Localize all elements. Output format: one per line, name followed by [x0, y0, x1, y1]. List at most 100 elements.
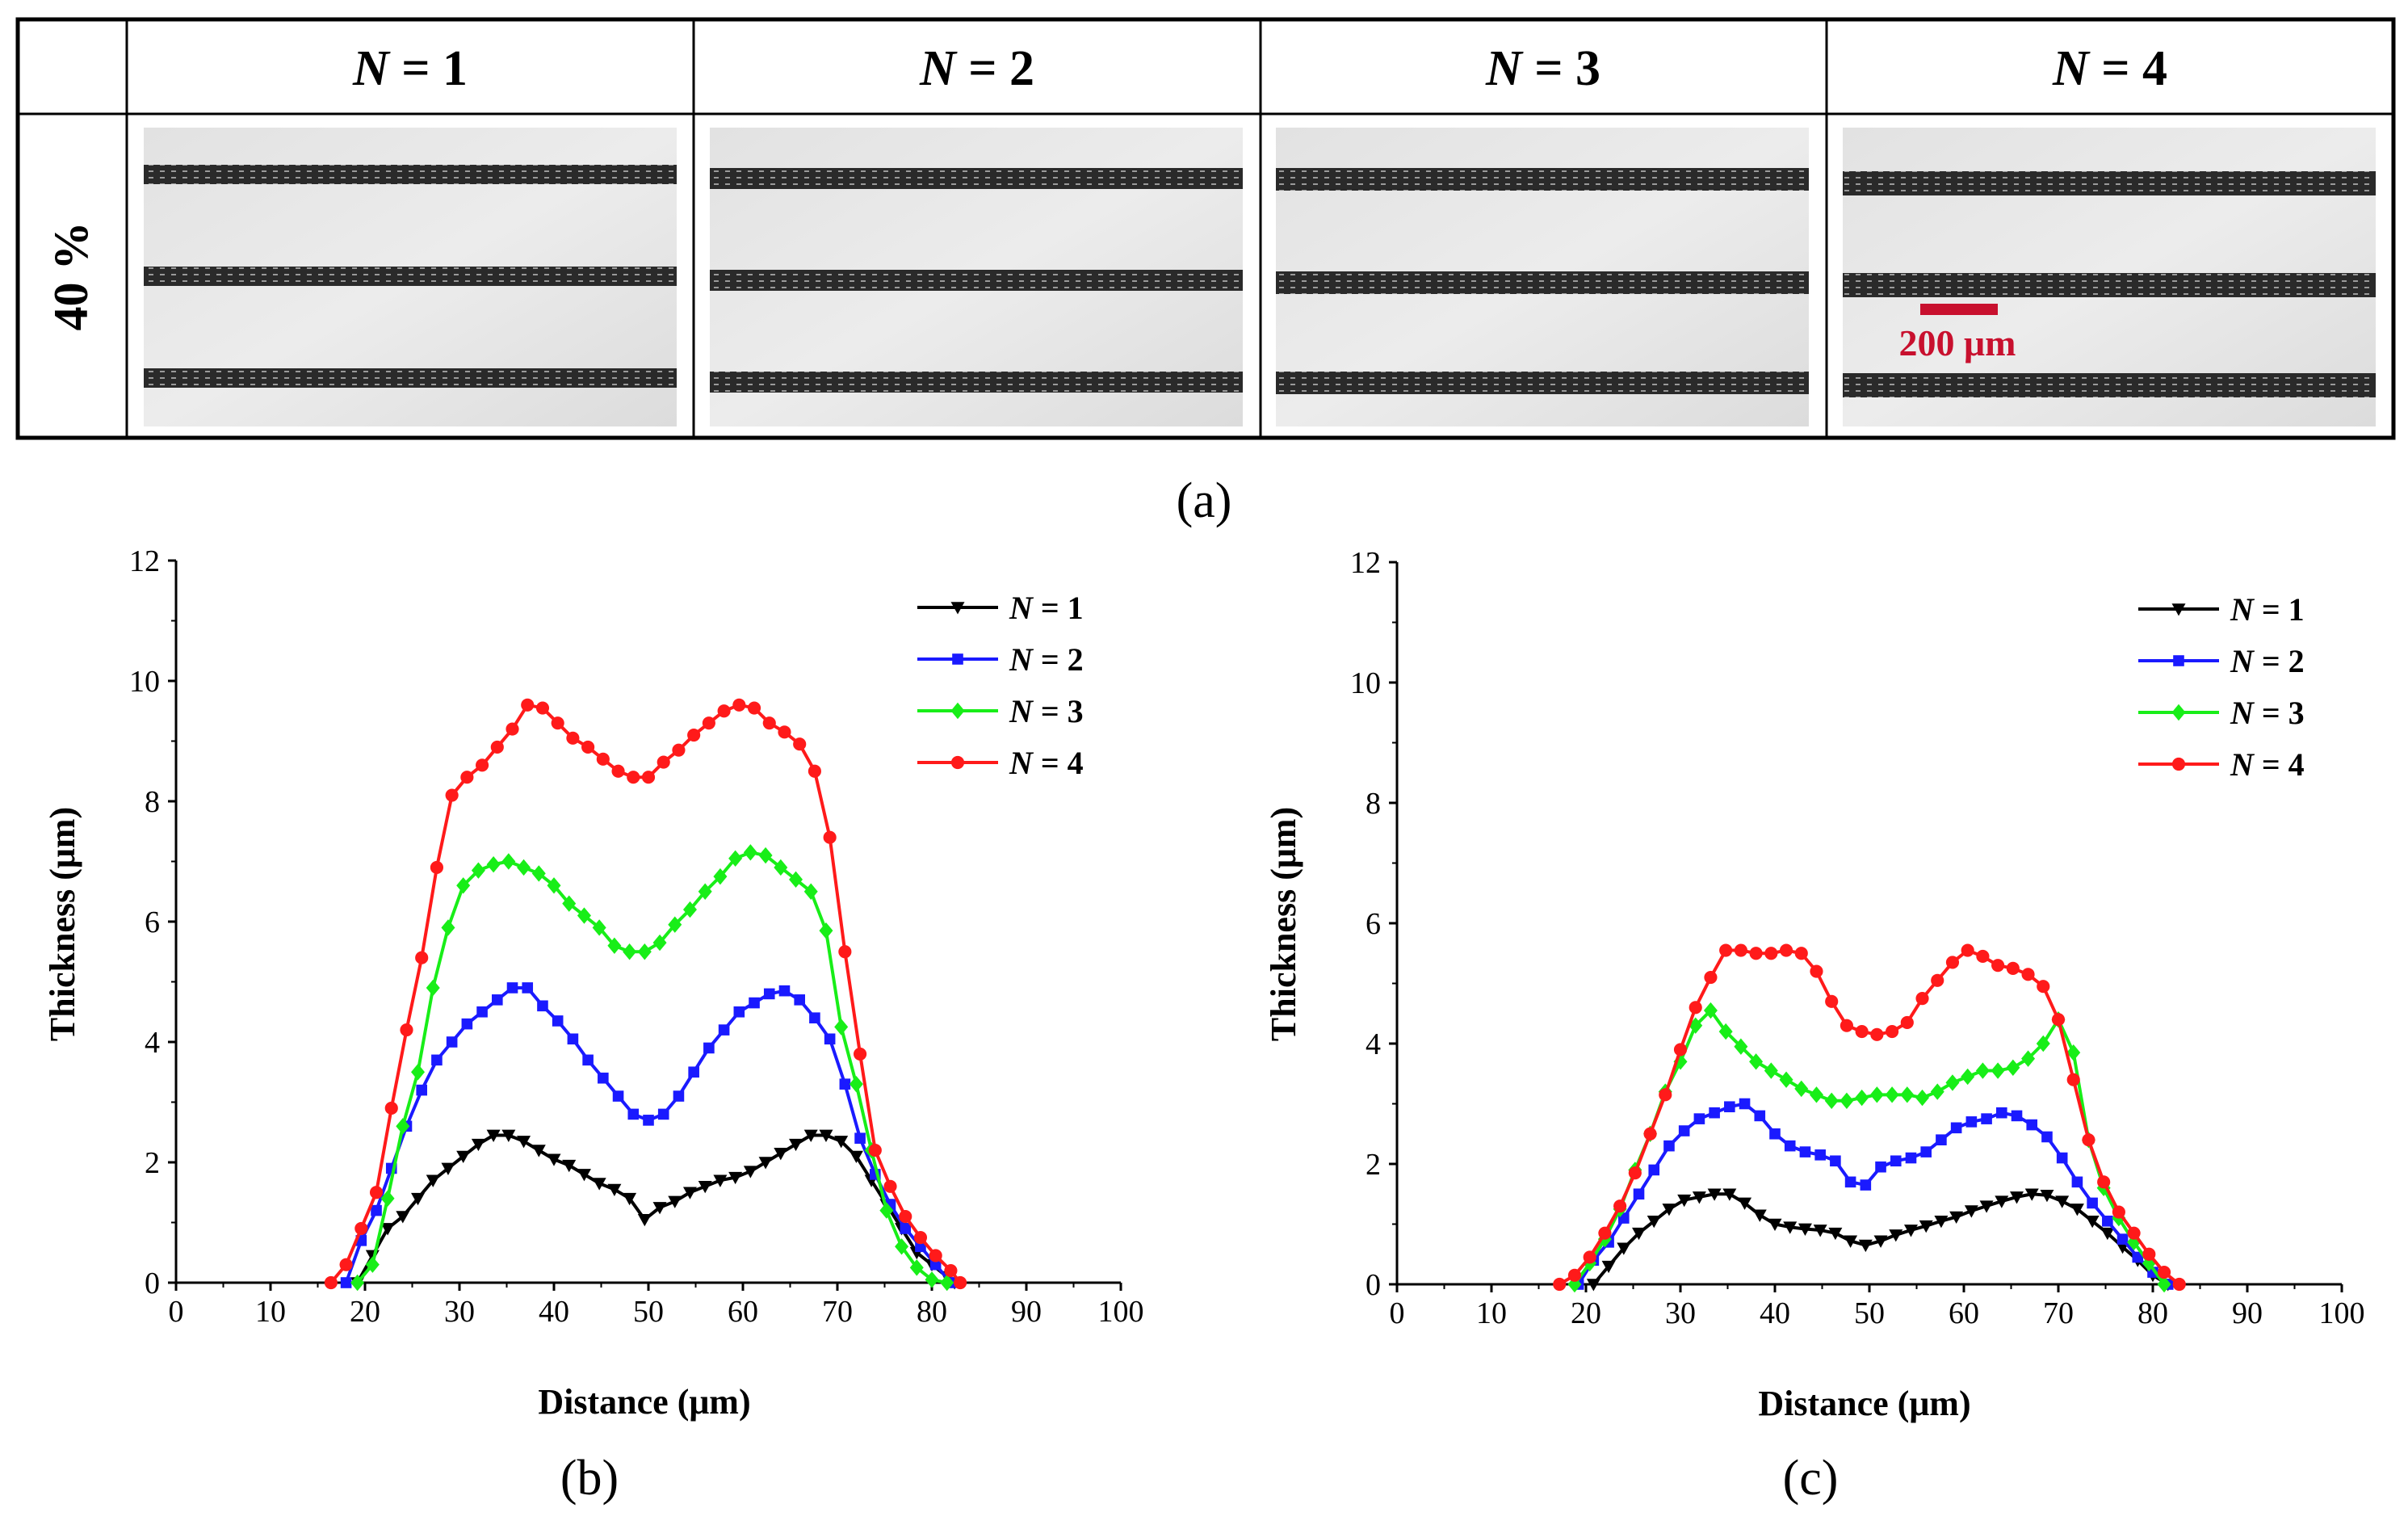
chart-b-point-n4	[400, 1023, 413, 1037]
chart-b-point-n4	[672, 743, 686, 757]
chart-b-point-n3	[531, 865, 546, 882]
chart-b-point-n1	[380, 1223, 395, 1236]
chart-c-point-n4	[2051, 1013, 2066, 1027]
chart-c-point-n4	[1794, 947, 1808, 960]
chart-c-point-n1	[1903, 1225, 1918, 1237]
chart-b-point-n1	[562, 1159, 577, 1173]
chart-b-point-n2	[522, 982, 534, 994]
chart-c-point-n2	[1769, 1128, 1781, 1140]
chart-c-x-tick-label: 30	[1665, 1296, 1696, 1330]
chart-b-point-n1	[623, 1192, 637, 1206]
chart-b-point-n3	[743, 844, 757, 861]
chart-c-point-n4	[1659, 1088, 1672, 1102]
chart-b-point-n4	[506, 722, 519, 736]
chart-c-point-n1	[1873, 1235, 1888, 1248]
chart-c-point-n3	[2006, 1059, 2020, 1076]
chart-b-point-n2	[915, 1241, 926, 1253]
chart-b-point-n1	[547, 1153, 561, 1166]
chart-b-x-tick-label: 40	[539, 1295, 569, 1329]
chart-c-point-n4	[1915, 992, 1929, 1006]
chart-c-point-n3	[1900, 1086, 1915, 1103]
chart-c-point-n3	[1779, 1071, 1793, 1088]
chart-b-point-n2	[718, 1024, 730, 1036]
chart-b-point-n3	[441, 919, 455, 936]
chart-b-y-tick-label: 10	[129, 665, 160, 699]
chart-b-point-n3	[623, 943, 637, 960]
chart-b-point-n3	[940, 1274, 954, 1292]
chart-c-point-n2	[1920, 1146, 1932, 1157]
chart-c-point-n1	[1964, 1205, 1978, 1218]
chart-c-point-n1	[1722, 1188, 1737, 1201]
chart-c-point-n4	[1855, 1025, 1869, 1039]
chart-c-point-n1	[2055, 1195, 2070, 1208]
chart-c-point-n1	[1662, 1204, 1676, 1216]
chart-b-point-n3	[803, 883, 818, 900]
chart-b-point-n4	[868, 1144, 882, 1157]
chart-b-point-n4	[687, 728, 701, 742]
chart-b-point-n2	[506, 982, 518, 994]
chart-c-point-n4	[1553, 1277, 1567, 1292]
chart-c-point-n3	[2157, 1275, 2171, 1293]
chart-b-point-n3	[380, 1190, 395, 1207]
micrograph-table: N = 1 N = 2 N = 3 N = 4 40 %	[15, 17, 2396, 440]
chart-c-point-n4	[1779, 943, 1793, 957]
chart-c-point-n2	[2056, 1152, 2068, 1164]
micrograph-n4: 200 μm	[1843, 128, 2376, 426]
chart-c-point-n2	[1678, 1125, 1690, 1136]
chart-b-point-n2	[552, 1015, 564, 1027]
chart-b-point-n3	[682, 901, 697, 918]
chart-b-x-tick-label: 10	[255, 1295, 286, 1329]
chart-b-point-n1	[486, 1129, 501, 1142]
chart-b-point-n4	[521, 698, 535, 712]
chart-b-point-n3	[774, 859, 788, 876]
chart-c-point-n4	[1886, 1025, 1899, 1039]
chart-b-point-n2	[929, 1258, 942, 1271]
chart-b-point-n1	[456, 1150, 471, 1164]
chart-c-point-n1	[2100, 1227, 2115, 1241]
chart-c-point-n4	[1749, 947, 1763, 960]
chart-c-point-n1	[1677, 1194, 1692, 1208]
table-header-n1: N = 1	[352, 41, 468, 96]
chart-c-point-n1	[1919, 1220, 1933, 1233]
chart-b-point-n3	[652, 934, 667, 952]
panel-label-a: (a)	[1177, 473, 1232, 528]
chart-b-point-n2	[627, 1108, 640, 1120]
chart-b-point-n1	[789, 1138, 803, 1152]
chart-c-point-n4	[1628, 1166, 1642, 1180]
chart-b-point-n3	[789, 871, 803, 889]
chart-c-point-n2	[1784, 1140, 1796, 1152]
chart-c-point-n2	[1754, 1110, 1766, 1122]
chart-c-point-n3	[1734, 1038, 1748, 1055]
chart-c-point-n2	[1965, 1116, 1978, 1128]
chart-c-legend-label-n1: N = 1	[2230, 591, 2305, 628]
chart-b-point-n2	[567, 1033, 579, 1045]
chart-c-x-axis-label: Distance (μm)	[1758, 1384, 1970, 1423]
chart-c-point-n3	[1689, 1017, 1703, 1034]
chart-c-point-n4	[1961, 943, 1974, 957]
chart-c-point-n1	[2024, 1188, 2039, 1201]
chart-b-point-n4	[778, 725, 791, 739]
chart-c-point-n3	[1915, 1089, 1930, 1107]
chart-c-point-n3	[2066, 1044, 2081, 1061]
chart-b-point-n3	[819, 922, 833, 939]
chart-b-legend-label-n2: N = 2	[1009, 641, 1084, 678]
chart-c-point-n3	[1855, 1089, 1869, 1107]
chart-b-x-tick-label: 30	[444, 1295, 475, 1329]
chart-c-point-n2	[1936, 1134, 1947, 1145]
chart-b-legend-marker-n1	[950, 602, 965, 615]
chart-b-point-n2	[371, 1204, 382, 1216]
chart-b-point-n2	[492, 994, 503, 1006]
chart-c-point-n1	[1601, 1260, 1616, 1274]
chart-b-point-n3	[728, 850, 743, 867]
chart-c-point-n4	[2142, 1247, 2156, 1261]
chart-c-point-n4	[2127, 1226, 2141, 1240]
chart-b-point-n1	[849, 1150, 863, 1164]
chart-c-point-n4	[1643, 1127, 1657, 1141]
chart-c-point-n1	[1798, 1223, 1812, 1236]
chart-c-point-n2	[1830, 1155, 1841, 1167]
chart-c-point-n4	[1764, 947, 1778, 960]
chart-b-point-n4	[838, 945, 852, 959]
chart-b-point-n2	[476, 1006, 488, 1018]
chart-b-y-tick-label: 12	[129, 544, 160, 578]
